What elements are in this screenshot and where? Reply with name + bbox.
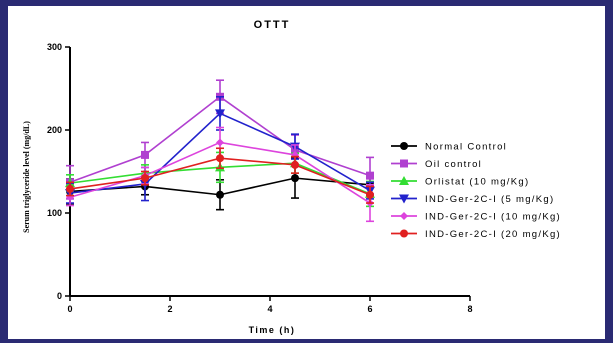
legend-item: Oil control [391, 159, 482, 170]
data-point [141, 174, 149, 183]
x-tick-label: 8 [467, 304, 472, 314]
data-point [366, 171, 374, 180]
legend-marker [400, 142, 408, 150]
y-tick-label: 200 [47, 125, 62, 135]
legend-label: IND-Ger-2C-I (10 mg/Kg) [425, 212, 561, 223]
data-point [141, 150, 149, 159]
legend-item: Normal Control [391, 142, 507, 153]
legend-item: IND-Ger-2C-I (10 mg/Kg) [391, 212, 561, 223]
legend-label: Orlistat (10 mg/Kg) [425, 177, 529, 188]
x-tick-label: 0 [67, 304, 72, 314]
x-tick-label: 4 [267, 304, 272, 314]
data-point [66, 184, 74, 193]
chart: OTTT Serum triglyceride level (mg/dL) Ti… [22, 19, 561, 335]
data-point [215, 109, 225, 119]
data-point [216, 190, 224, 199]
x-tick-label: 6 [367, 304, 372, 314]
data-point [216, 154, 224, 163]
series-6 [66, 147, 374, 204]
legend-marker [399, 176, 409, 185]
data-point [366, 190, 374, 199]
data-point [291, 174, 299, 183]
y-tick-label: 0 [57, 291, 62, 301]
legend-label: Oil control [425, 159, 482, 170]
legend-label: Normal Control [425, 142, 507, 153]
chart-panel: OTTT Serum triglyceride level (mg/dL) Ti… [8, 6, 605, 339]
legend-marker [399, 194, 409, 204]
legend-label: IND-Ger-2C-I (5 mg/Kg) [425, 194, 554, 205]
legend: Normal Control Oil control Orlistat (10 mg… [391, 142, 561, 240]
legend-item: IND-Ger-2C-I (5 mg/Kg) [391, 194, 554, 205]
y-tick-label: 300 [47, 42, 62, 52]
legend-marker [400, 229, 408, 238]
x-axis-label: Time (h) [249, 325, 296, 335]
data-point [291, 160, 299, 169]
axis-ticks: 0 100 200 300 0 2 4 6 8 [47, 42, 473, 314]
y-axis-label: Serum triglyceride level (mg/dL) [22, 121, 31, 233]
x-tick-label: 2 [167, 304, 172, 314]
legend-marker [400, 212, 408, 220]
data-point [216, 138, 224, 147]
legend-label: IND-Ger-2C-I (20 mg/Kg) [425, 229, 561, 240]
legend-item: Orlistat (10 mg/Kg) [391, 176, 529, 188]
y-tick-label: 100 [47, 208, 62, 218]
series-layer [65, 79, 375, 223]
legend-item: IND-Ger-2C-I (20 mg/Kg) [391, 229, 561, 240]
legend-marker [400, 159, 408, 168]
chart-title: OTTT [254, 19, 291, 31]
